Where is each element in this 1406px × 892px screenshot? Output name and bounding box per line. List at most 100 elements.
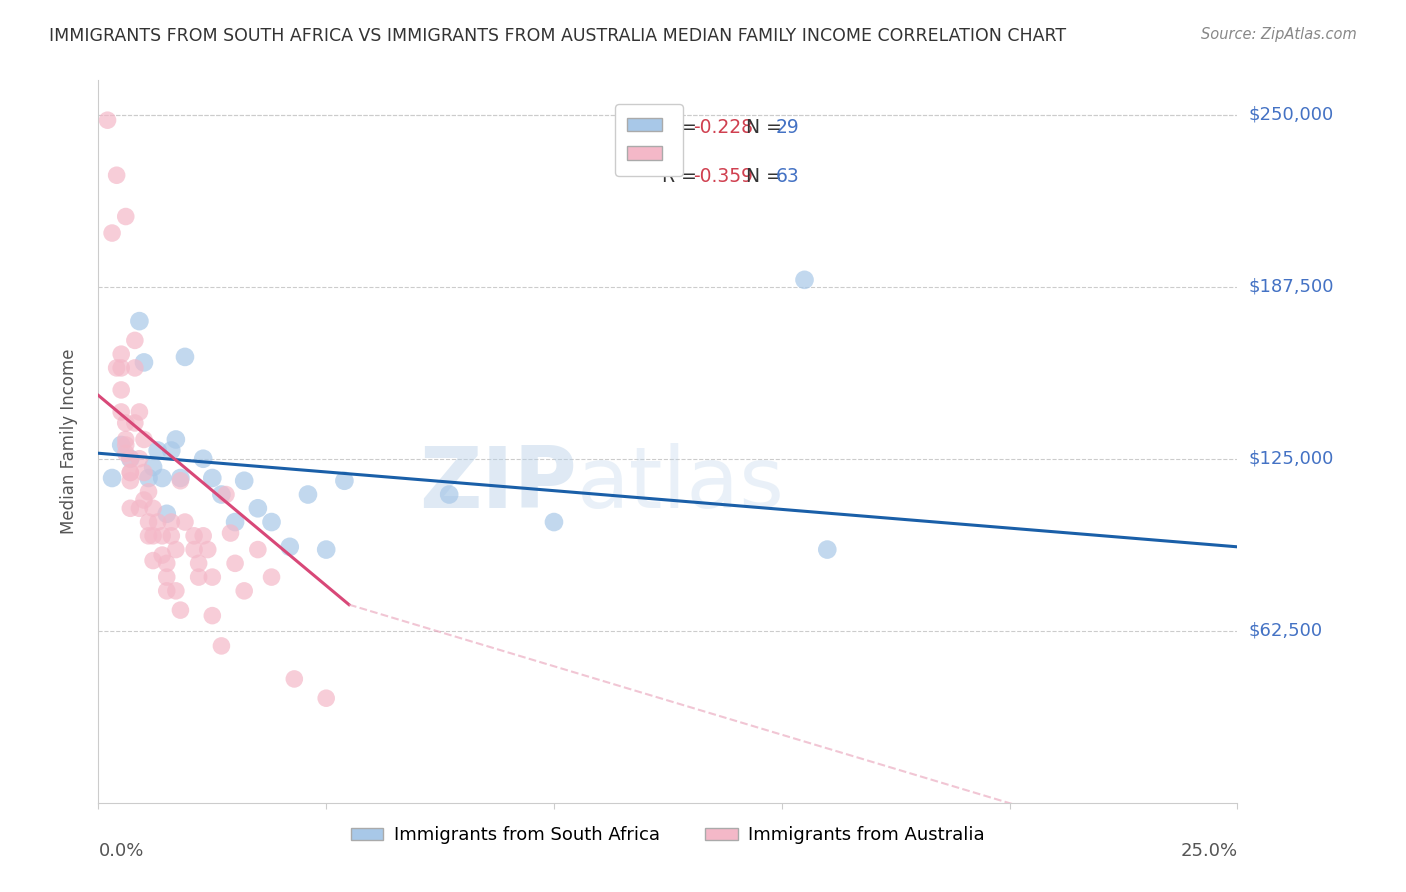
Point [278, 540, 301, 554]
Point [128, 501, 150, 516]
Point [215, 487, 238, 501]
Point [120, 474, 142, 488]
Point [333, 474, 356, 488]
Point [174, 515, 197, 529]
Point [110, 405, 132, 419]
Point [160, 443, 183, 458]
Text: R =: R = [662, 118, 703, 136]
Point [124, 334, 146, 348]
Point [120, 501, 142, 516]
Point [209, 487, 232, 501]
Point [201, 570, 224, 584]
Text: 63: 63 [776, 167, 800, 186]
Text: N =: N = [734, 118, 787, 136]
Text: -0.359: -0.359 [693, 167, 752, 186]
Text: -0.228: -0.228 [693, 118, 752, 136]
Point [110, 383, 132, 397]
Point [138, 529, 160, 543]
Point [260, 570, 283, 584]
Point [146, 443, 169, 458]
Text: $250,000: $250,000 [1249, 105, 1334, 124]
Point [124, 416, 146, 430]
Point [543, 515, 565, 529]
Point [187, 557, 209, 571]
Point [169, 603, 191, 617]
Point [142, 501, 165, 516]
Point [114, 416, 136, 430]
Point [260, 515, 283, 529]
Point [156, 583, 179, 598]
Point [128, 314, 150, 328]
Point [110, 438, 132, 452]
Legend: Immigrants from South Africa, Immigrants from Australia: Immigrants from South Africa, Immigrants… [343, 819, 993, 852]
Point [183, 542, 205, 557]
Point [156, 557, 179, 571]
Point [132, 355, 155, 369]
Point [142, 460, 165, 475]
Point [246, 501, 269, 516]
Point [120, 466, 142, 480]
Point [132, 466, 155, 480]
Point [201, 608, 224, 623]
Point [142, 553, 165, 567]
Point [138, 484, 160, 499]
Point [132, 493, 155, 508]
Point [165, 433, 187, 447]
Point [793, 273, 815, 287]
Point [183, 529, 205, 543]
Point [160, 515, 183, 529]
Point [128, 405, 150, 419]
Point [224, 515, 246, 529]
Point [114, 210, 136, 224]
Point [156, 570, 179, 584]
Text: 29: 29 [776, 118, 800, 136]
Point [233, 583, 256, 598]
Point [169, 471, 191, 485]
Point [120, 466, 142, 480]
Point [142, 529, 165, 543]
Point [105, 168, 128, 182]
Point [174, 350, 197, 364]
Point [815, 542, 838, 557]
Text: 0.0%: 0.0% [98, 842, 143, 860]
Point [138, 471, 160, 485]
Point [219, 526, 242, 541]
Point [160, 529, 183, 543]
Point [165, 542, 187, 557]
Text: R =: R = [662, 167, 703, 186]
Point [114, 438, 136, 452]
Point [209, 639, 232, 653]
Point [132, 433, 155, 447]
Text: $125,000: $125,000 [1249, 450, 1334, 467]
Text: Source: ZipAtlas.com: Source: ZipAtlas.com [1201, 27, 1357, 42]
Point [105, 360, 128, 375]
Point [110, 360, 132, 375]
Point [138, 515, 160, 529]
Point [187, 570, 209, 584]
Point [110, 347, 132, 361]
Y-axis label: Median Family Income: Median Family Income [59, 349, 77, 534]
Point [114, 433, 136, 447]
Text: $62,500: $62,500 [1249, 622, 1323, 640]
Point [197, 542, 219, 557]
Point [297, 487, 319, 501]
Point [193, 529, 215, 543]
Point [246, 542, 269, 557]
Point [124, 360, 146, 375]
Point [128, 451, 150, 466]
Point [315, 691, 337, 706]
Point [150, 548, 173, 562]
Text: atlas: atlas [576, 443, 785, 526]
Point [315, 542, 337, 557]
Point [233, 474, 256, 488]
Text: ZIP: ZIP [419, 443, 576, 526]
Point [114, 446, 136, 460]
Point [96, 113, 118, 128]
Text: $187,500: $187,500 [1249, 277, 1334, 296]
Point [120, 451, 142, 466]
Point [165, 583, 187, 598]
Point [150, 471, 173, 485]
Point [283, 672, 305, 686]
Point [146, 515, 169, 529]
Point [193, 451, 215, 466]
